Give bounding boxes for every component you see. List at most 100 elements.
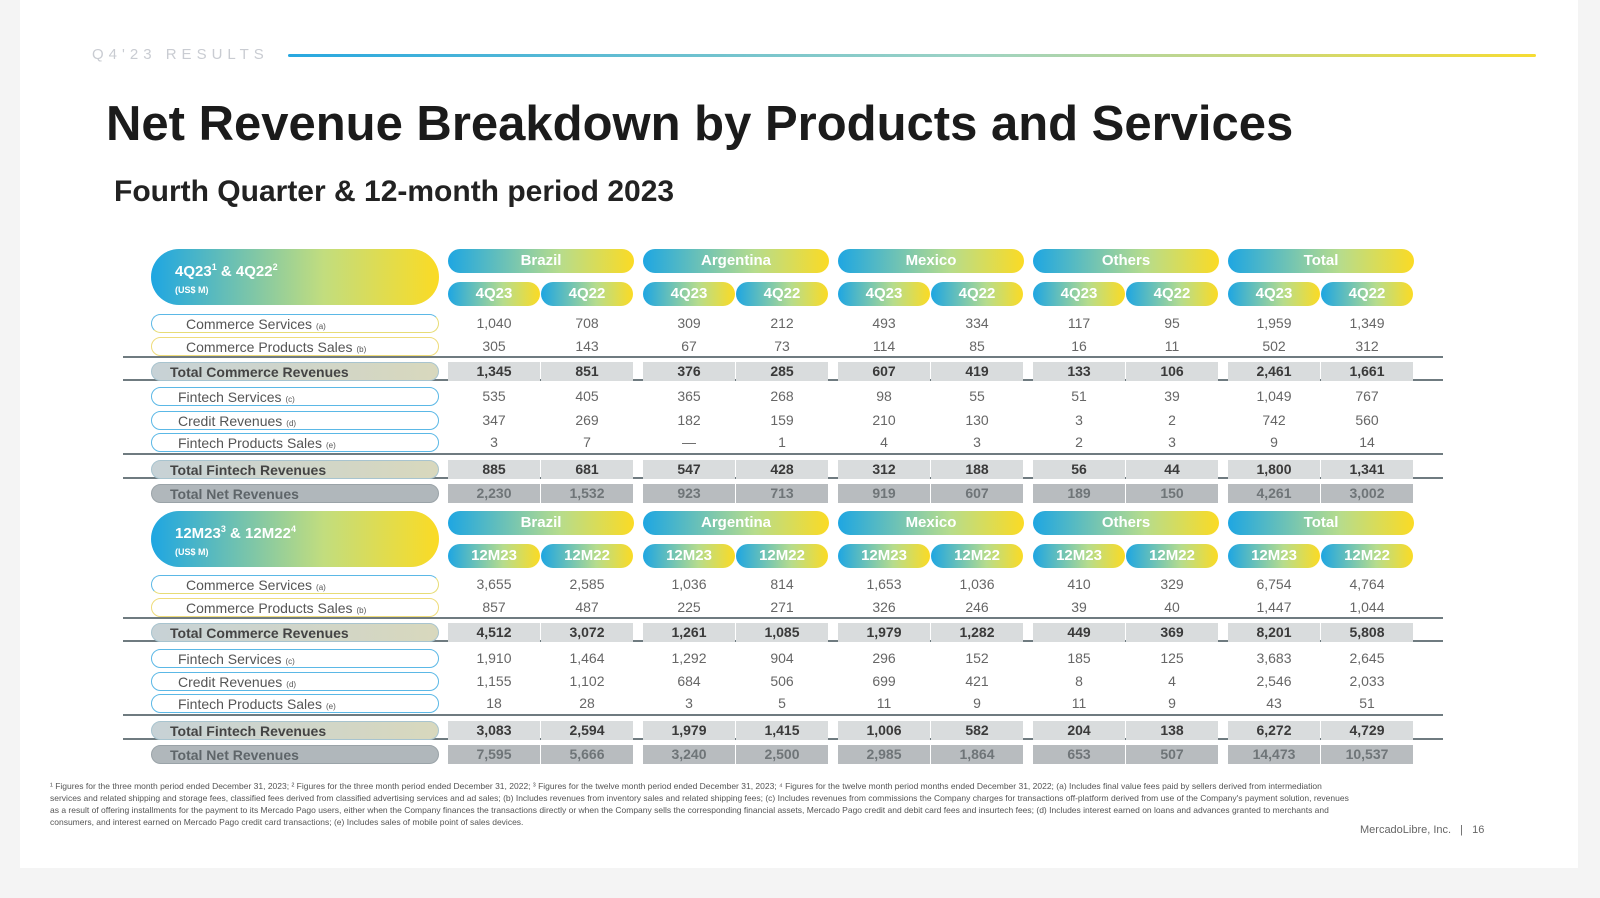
table-cell: 67: [681, 338, 697, 354]
row-label: Total Commerce Revenues: [151, 362, 439, 381]
table-cell: 1,345: [448, 362, 540, 381]
table-cell: 11: [1071, 695, 1087, 711]
period-header: 12M23: [1033, 544, 1125, 568]
table-cell: 56: [1033, 460, 1125, 479]
table-cell: 4,729: [1321, 721, 1413, 740]
row-note: (b): [356, 606, 367, 615]
period-header: 12M23: [448, 544, 540, 568]
table-cell: 28: [579, 695, 595, 711]
region-header: Others: [1033, 511, 1219, 535]
table-cell: 6,754: [1256, 576, 1292, 592]
table-cell: 95: [1164, 315, 1180, 331]
table-cell: 851: [541, 362, 633, 381]
table-cell: 5,666: [541, 745, 633, 764]
table-cell: 7: [583, 434, 591, 450]
row-label-text: Fintech Services: [178, 651, 282, 667]
table-cell: 421: [965, 673, 989, 689]
table-cell: 182: [677, 412, 701, 428]
block-title: 12M233 & 12M224: [175, 524, 296, 542]
table-cell: 125: [1160, 650, 1184, 666]
footnote: ¹ Figures for the three month period end…: [50, 781, 1349, 827]
footer-separator: |: [1460, 824, 1464, 836]
table-cell: 1,261: [643, 623, 735, 642]
table-cell: 40: [1164, 599, 1180, 615]
table-cell: 152: [965, 650, 989, 666]
block-period-b: & 4Q22: [216, 263, 273, 280]
period-header: 4Q23: [838, 282, 930, 306]
table-rule: [123, 714, 1443, 716]
table-cell: 1,006: [838, 721, 930, 740]
table-cell: 369: [1126, 623, 1218, 642]
row-label: Commerce Services (a): [151, 575, 439, 594]
block-period-b: & 12M22: [225, 525, 291, 542]
table-cell: 9: [973, 695, 981, 711]
table-cell: 309: [677, 315, 701, 331]
region-header: Total: [1228, 511, 1414, 535]
table-cell: 2,230: [448, 484, 540, 503]
table-cell: 419: [931, 362, 1023, 381]
table-cell: 4: [880, 434, 888, 450]
block-unit: (US$ M): [175, 285, 209, 295]
table-cell: 2: [1168, 412, 1176, 428]
table-cell: 607: [931, 484, 1023, 503]
table-cell: 3,083: [448, 721, 540, 740]
region-header: Argentina: [643, 249, 829, 273]
region-header: Others: [1033, 249, 1219, 273]
table-cell: 150: [1126, 484, 1218, 503]
table-cell: 16: [1071, 338, 1087, 354]
row-label-text: Fintech Products Sales: [178, 435, 322, 451]
table-cell: 130: [965, 412, 989, 428]
table-cell: 1,085: [736, 623, 828, 642]
period-header: 12M22: [1126, 544, 1218, 568]
table-cell: 246: [965, 599, 989, 615]
table-cell: 212: [770, 315, 794, 331]
table-cell: 269: [575, 412, 599, 428]
period-header: 12M22: [541, 544, 633, 568]
row-note: (d): [286, 419, 297, 428]
region-header: Argentina: [643, 511, 829, 535]
period-header: 4Q23: [1228, 282, 1320, 306]
table-cell: 1,102: [569, 673, 605, 689]
row-label: Credit Revenues (d): [151, 672, 439, 691]
row-label-text: Commerce Services: [186, 316, 313, 332]
table-cell: 3,072: [541, 623, 633, 642]
table-cell: 507: [1126, 745, 1218, 764]
row-label-text: Commerce Products Sales: [186, 600, 353, 616]
row-label-text: Total Commerce Revenues: [170, 364, 349, 380]
row-label-text: Commerce Services: [186, 577, 313, 593]
table-cell: 742: [1262, 412, 1286, 428]
table-cell: 10,537: [1321, 745, 1413, 764]
period-header: 12M23: [643, 544, 735, 568]
row-label-text: Credit Revenues: [178, 674, 283, 690]
table-cell: 18: [486, 695, 502, 711]
table-cell: 305: [482, 338, 506, 354]
table-cell: 1,532: [541, 484, 633, 503]
table-cell: 560: [1355, 412, 1379, 428]
table-cell: 708: [575, 315, 599, 331]
table-cell: 14: [1359, 434, 1375, 450]
region-header: Brazil: [448, 249, 634, 273]
table-cell: 9: [1168, 695, 1176, 711]
table-cell: 857: [482, 599, 506, 615]
table-cell: 8: [1075, 673, 1083, 689]
table-cell: 1,979: [643, 721, 735, 740]
row-label-text: Fintech Services: [178, 389, 282, 405]
section-kicker: Q4'23 RESULTS: [92, 46, 269, 63]
table-cell: 2,985: [838, 745, 930, 764]
region-header: Brazil: [448, 511, 634, 535]
table-cell: 312: [1355, 338, 1379, 354]
table-cell: 133: [1033, 362, 1125, 381]
table-cell: 535: [482, 388, 506, 404]
table-cell: 114: [872, 338, 896, 354]
table-cell: 2: [1075, 434, 1083, 450]
table-cell: 681: [541, 460, 633, 479]
table-cell: 11: [876, 695, 892, 711]
table-cell: 51: [1071, 388, 1087, 404]
table-cell: 1,653: [866, 576, 902, 592]
table-cell: 1,447: [1256, 599, 1292, 615]
table-cell: 1,341: [1321, 460, 1413, 479]
table-cell: 767: [1355, 388, 1379, 404]
block-footnote-ref-b: 2: [272, 262, 278, 272]
period-header: 4Q22: [1321, 282, 1413, 306]
table-cell: 487: [575, 599, 599, 615]
